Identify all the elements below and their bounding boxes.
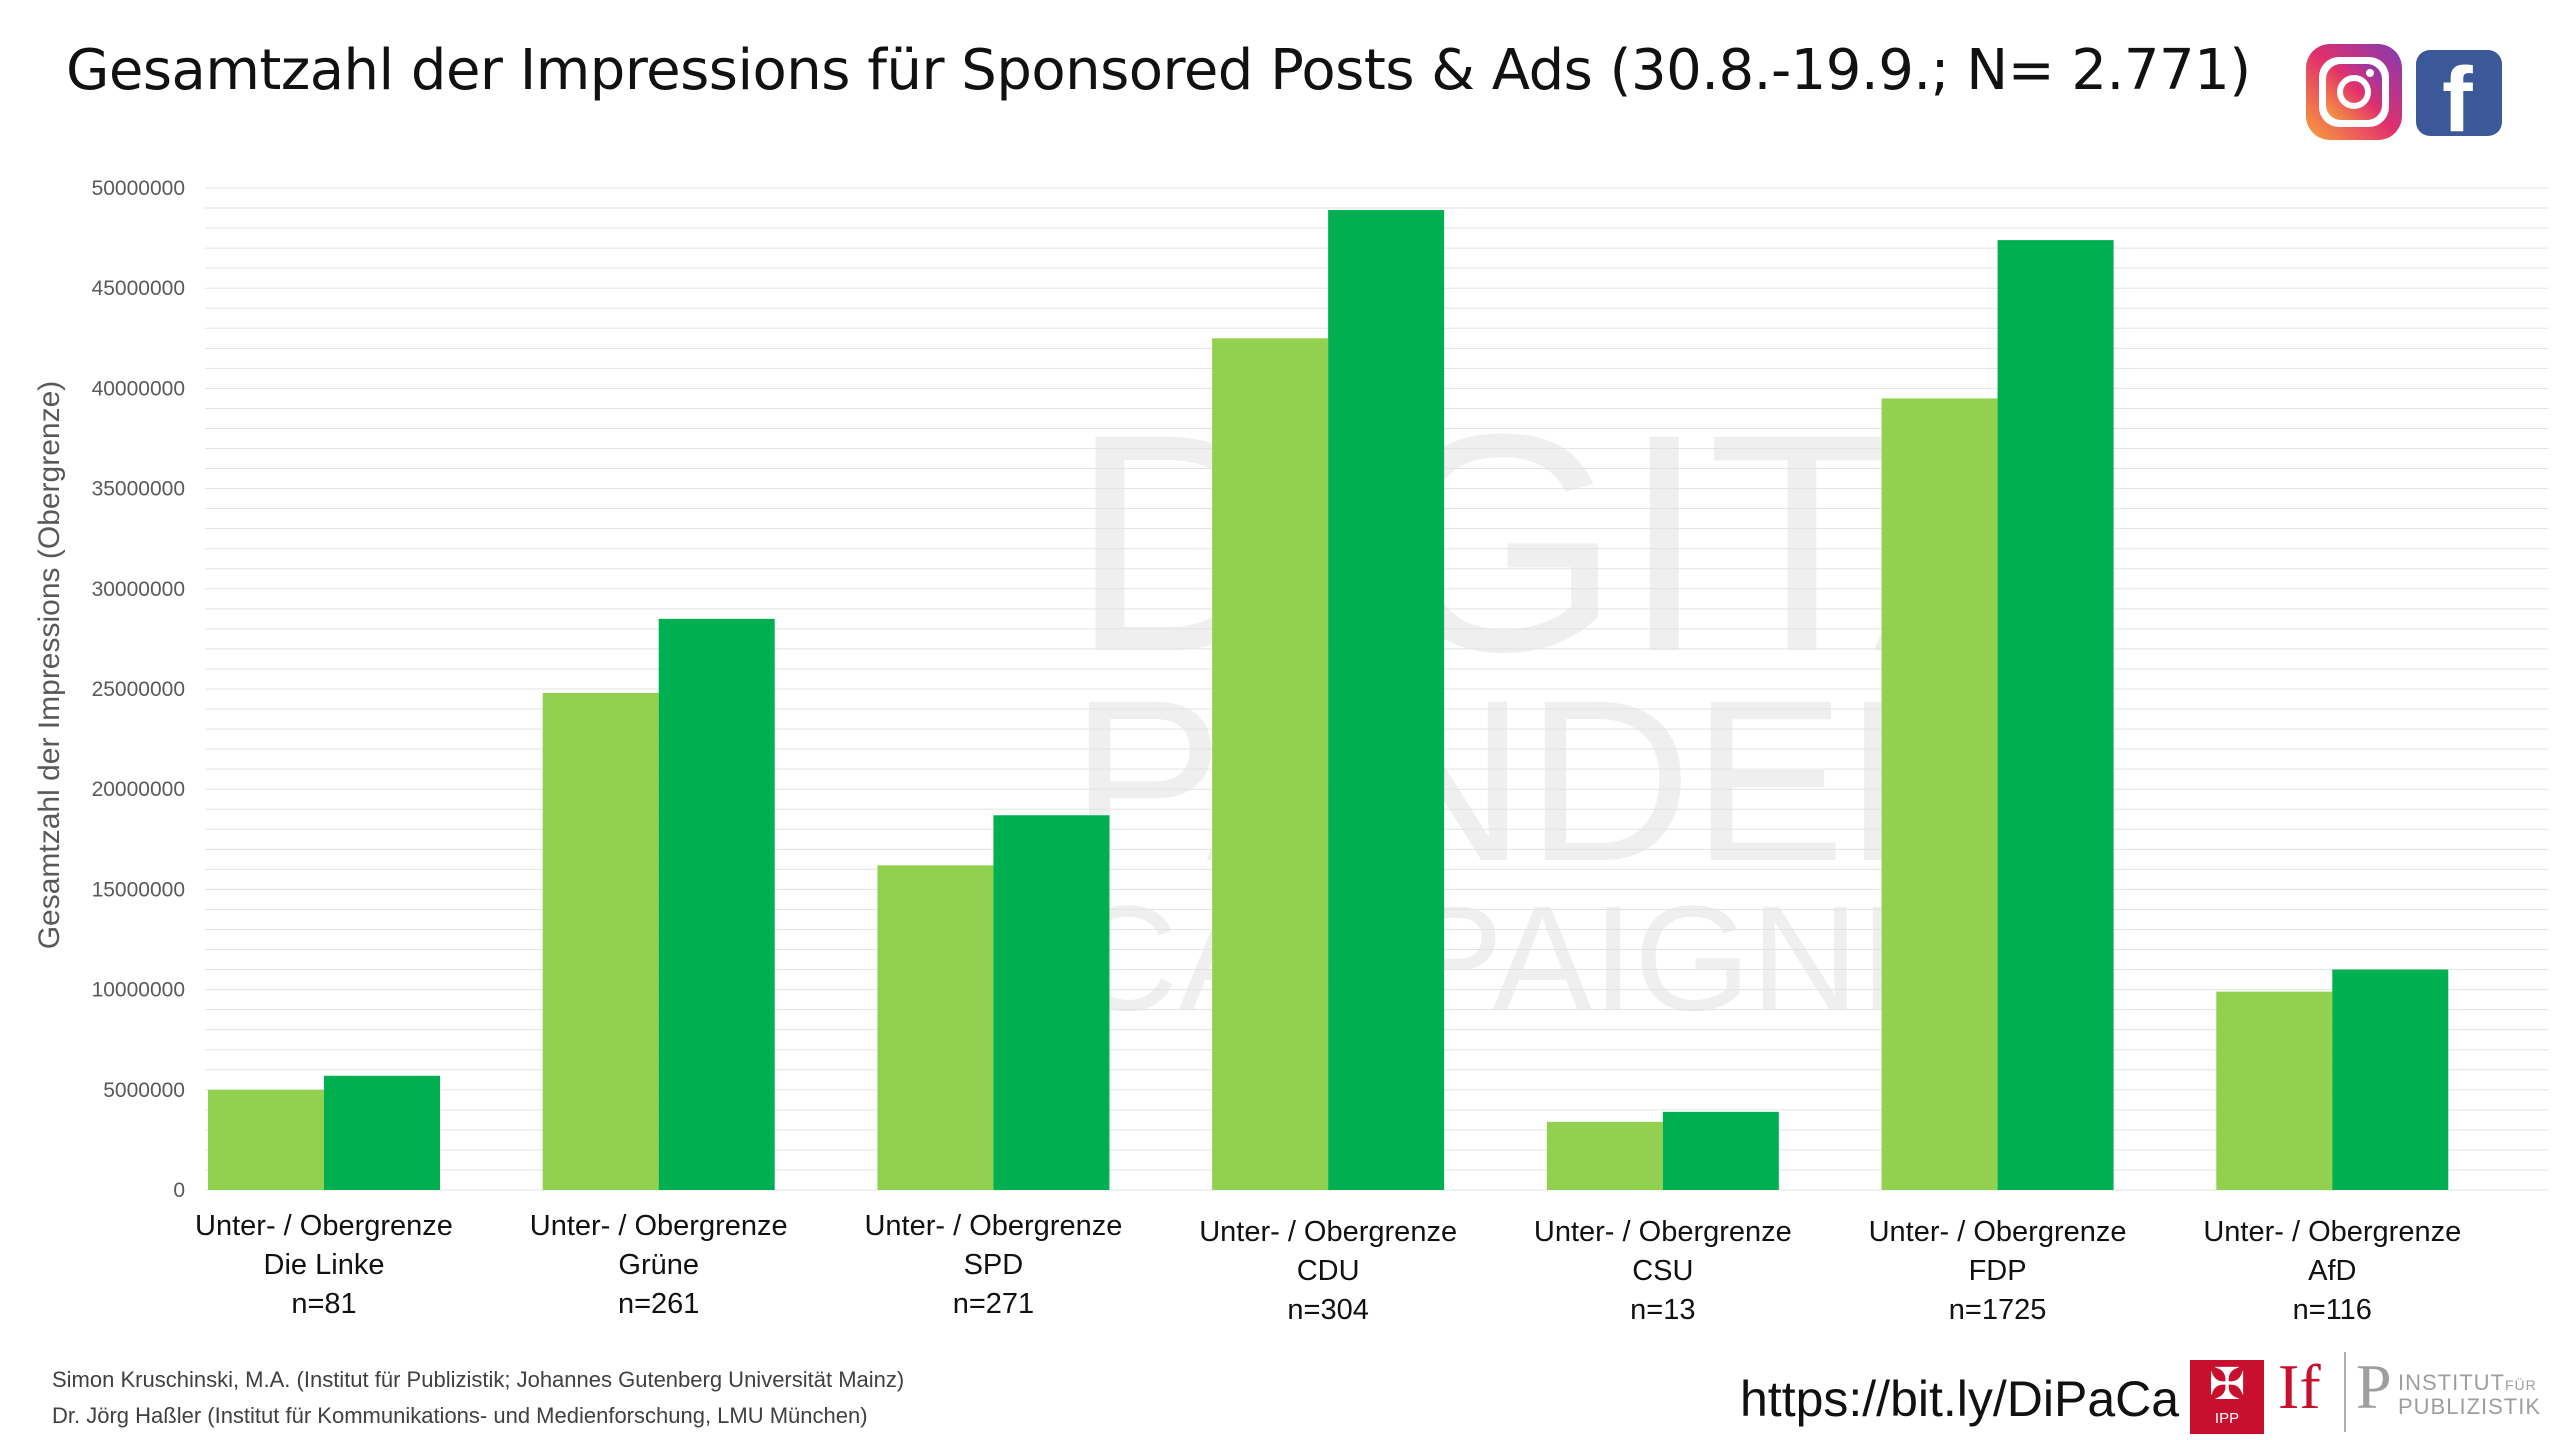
category-label-line3: n=271 [952, 1288, 1035, 1320]
project-url[interactable]: https://bit.ly/DiPaCa [1740, 1371, 2180, 1427]
bar-lower-bound [2216, 991, 2333, 1190]
bar-lower-bound [877, 865, 994, 1190]
y-tick-label: 15000000 [92, 878, 185, 901]
category-label-line2: CSU [1632, 1255, 1694, 1287]
watermark-line-3: CAMPAIGNIN [1070, 874, 2009, 1042]
ifp-logo-if: If [2278, 1351, 2321, 1422]
bar-lower-bound [1212, 338, 1329, 1190]
bar-lower-bound [1881, 398, 1998, 1190]
institut-publizistik-text: INSTITUTFÜR PUBLIZISTIK [2398, 1370, 2542, 1419]
category-label-line1: Unter- / Obergrenze [1533, 1216, 1792, 1248]
category-label-line3: n=81 [291, 1288, 357, 1320]
instagram-icon [2306, 44, 2402, 140]
bar-chart: DIGITA PANDEM CAMPAIGNIN 050000001000000… [92, 177, 2548, 1202]
bar-upper-bound [658, 618, 775, 1190]
bars [208, 210, 2449, 1190]
ifp-logo-p: P [2356, 1351, 2392, 1422]
category-label-line1: Unter- / Obergrenze [2203, 1216, 2462, 1248]
chart-title: Gesamtzahl der Impressions für Sponsored… [66, 38, 2251, 103]
category-label-line2: Die Linke [263, 1249, 385, 1281]
category-label: Unter- / Obergrenze AfD n=116 [2172, 1213, 2492, 1330]
y-tick-label: 30000000 [92, 578, 185, 601]
category-label: Unter- / Obergrenze SPD n=271 [833, 1207, 1153, 1324]
bar-lower-bound [1546, 1121, 1663, 1190]
category-label-line3: n=261 [617, 1288, 700, 1320]
category-label-line1: Unter- / Obergrenze [1868, 1216, 2127, 1248]
category-label-line3: n=304 [1287, 1294, 1369, 1326]
y-tick-label: 10000000 [92, 979, 185, 1002]
credit-line-1: Simon Kruschinski, M.A. (Institut für Pu… [52, 1367, 905, 1392]
category-label-line3: n=1725 [1948, 1294, 2047, 1326]
bar-upper-bound [1328, 210, 1445, 1190]
bar-lower-bound [208, 1089, 324, 1190]
category-label: Unter- / Obergrenze FDP n=1725 [1838, 1213, 2158, 1330]
bar-upper-bound [324, 1075, 440, 1190]
bar-lower-bound [542, 693, 659, 1190]
category-label: Unter- / Obergrenze CDU n=304 [1168, 1213, 1488, 1330]
y-tick-label: 25000000 [92, 678, 185, 701]
ipp-logo: ✠ IPP [2190, 1360, 2264, 1434]
ifp-logo: If [2278, 1350, 2321, 1424]
y-tick-label: 20000000 [92, 778, 185, 801]
y-tick-label: 40000000 [92, 377, 185, 400]
category-label-line2: SPD [963, 1249, 1024, 1281]
credit-line-2: Dr. Jörg Haßler (Institut für Kommunikat… [52, 1403, 868, 1428]
category-label: Unter- / Obergrenze Die Linke n=81 [164, 1207, 484, 1324]
y-axis-label: Gesamtzahl der Impressions (Obergrenze) [33, 380, 66, 950]
category-label: Unter- / Obergrenze CSU n=13 [1503, 1213, 1823, 1330]
credits: Simon Kruschinski, M.A. (Institut für Pu… [52, 1362, 904, 1434]
y-tick-label: 0 [173, 1179, 185, 1202]
bar-upper-bound [1662, 1111, 1779, 1190]
social-icons: f [2306, 44, 2502, 140]
category-label-line2: Grüne [618, 1249, 699, 1281]
facebook-icon: f [2416, 50, 2502, 136]
y-tick-label: 5000000 [103, 1079, 185, 1102]
category-label-line1: Unter- / Obergrenze [195, 1210, 453, 1242]
y-axis-ticks: 0 5000000 10000000 15000000 20000000 25000000… [92, 177, 185, 1202]
bar-upper-bound [1997, 240, 2114, 1190]
bar-upper-bound [993, 815, 1110, 1190]
category-label-line3: n=13 [1630, 1294, 1696, 1326]
category-label-line2: FDP [1968, 1255, 2027, 1287]
category-label-line1: Unter- / Obergrenze [1199, 1216, 1458, 1248]
category-label-line3: n=116 [2292, 1294, 2372, 1326]
y-tick-label: 50000000 [92, 177, 185, 200]
category-label-line1: Unter- / Obergrenze [864, 1210, 1123, 1242]
category-label-line2: AfD [2308, 1255, 2357, 1287]
category-label: Unter- / Obergrenze Grüne n=261 [499, 1207, 819, 1324]
bar-upper-bound [2332, 969, 2449, 1190]
ipp-logo-text: IPP [2214, 1410, 2240, 1427]
category-label-line2: CDU [1296, 1255, 1360, 1287]
ipp-emblem-icon: ✠ [2208, 1360, 2246, 1409]
y-tick-label: 35000000 [92, 478, 185, 501]
ifp-logo-separator [2344, 1352, 2346, 1432]
category-label-line1: Unter- / Obergrenze [529, 1210, 788, 1242]
y-tick-label: 45000000 [92, 277, 185, 300]
